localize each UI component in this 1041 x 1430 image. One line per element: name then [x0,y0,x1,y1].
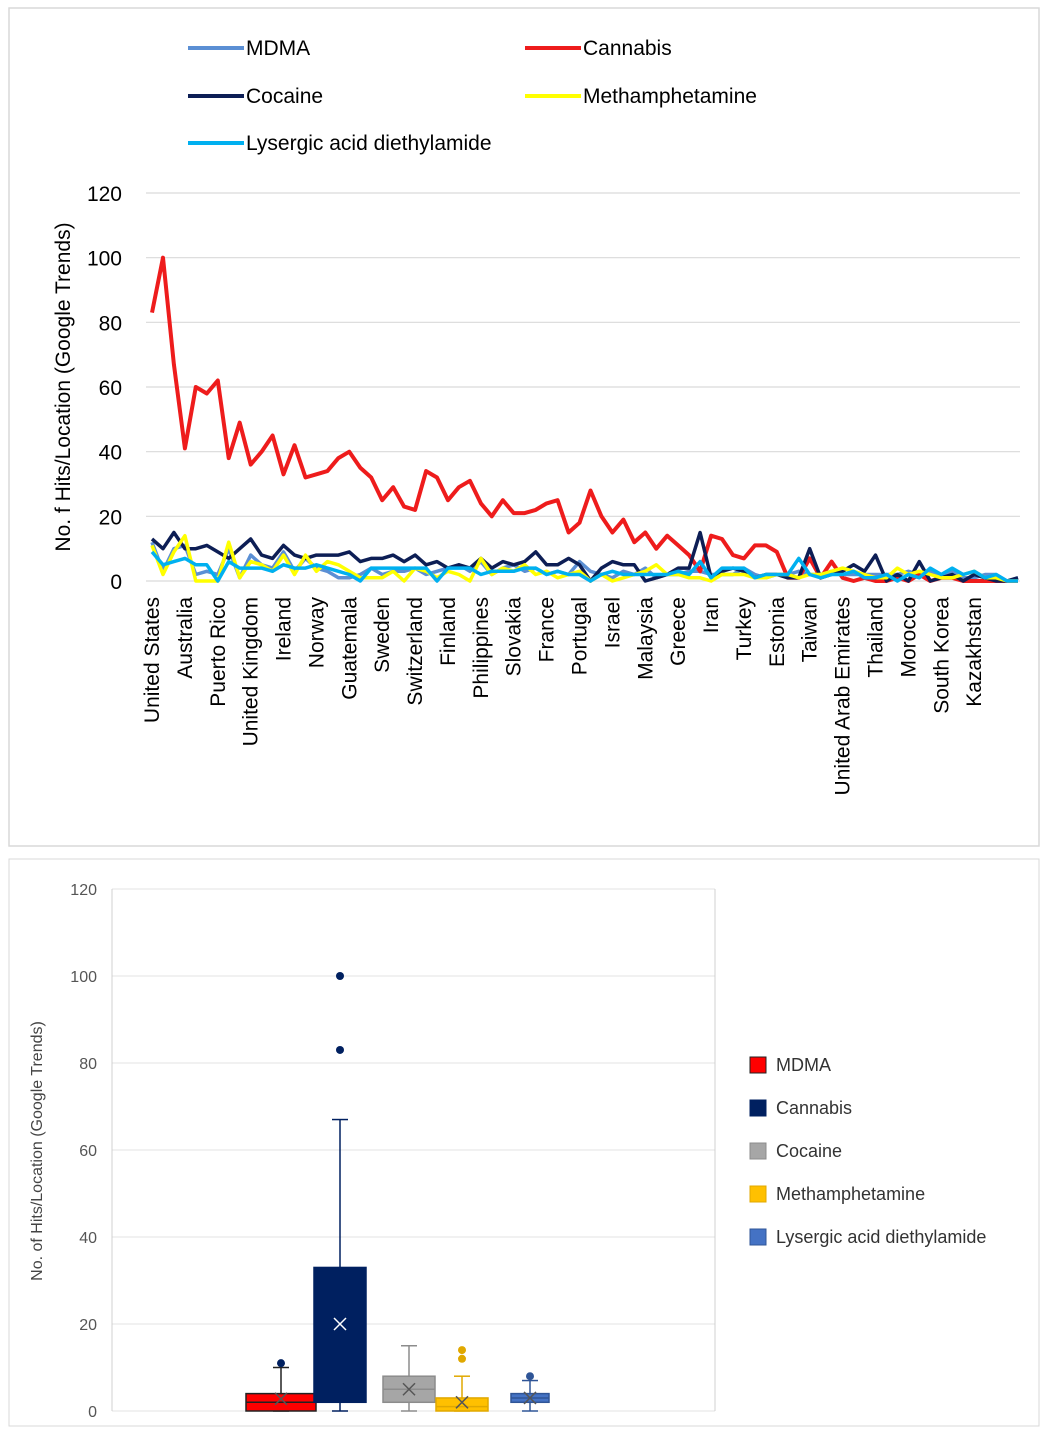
line-legend-item: Methamphetamine [525,85,757,108]
line-series-lysergic-acid-diethylamide [150,550,1018,583]
box-legend-label: Lysergic acid diethylamide [776,1227,986,1247]
line-legend-label: Lysergic acid diethylamide [246,132,492,155]
line-chart-y-tick-label: 60 [99,377,122,400]
box-plot-y-tick-label: 120 [70,882,97,899]
line-chart-x-tick-label: Sweden [371,597,394,673]
line-chart-x-tick-label: Taiwan [799,597,822,662]
box-mean-marker [455,1395,469,1409]
box-legend-swatch [749,1185,767,1203]
line-chart-x-tick-label: Norway [305,597,328,669]
box-legend-item: Lysergic acid diethylamide [749,1227,986,1247]
line-chart-x-tick-label: Puerto Rico [207,597,230,707]
line-chart-x-tick-label: Thailand [865,597,888,678]
box-mean-marker [402,1382,416,1396]
box-legend-item: Cocaine [749,1141,842,1161]
box-mdma [245,1359,317,1412]
box-legend-swatch [749,1099,767,1117]
line-chart-x-tick-label: Turkey [733,597,756,661]
box-legend-item: Cannabis [749,1098,852,1118]
line-chart-y-tick-label: 0 [110,571,122,594]
box-lysergic-acid-diethylamide [510,1372,550,1412]
box-legend-item: MDMA [749,1055,831,1075]
line-chart-y-tick-label: 80 [99,312,122,335]
box-legend-swatch [749,1056,767,1074]
line-chart-x-tick-label: Switzerland [404,597,427,706]
box-outlier-point [458,1346,466,1355]
line-chart-x-tick-label: Ireland [273,597,296,661]
line-series-cocaine [150,530,1019,583]
box-iqr [435,1397,489,1412]
line-legend-label: Cocaine [246,85,323,108]
box-legend-item: Methamphetamine [749,1184,925,1204]
line-chart-x-tick-label: Slovakia [503,597,526,677]
line-chart-y-tick-label: 100 [87,248,122,271]
line-chart: 0 20 40 60 80 100 120 No. f Hits/Location (Goo… [8,7,1040,847]
line-legend-item: Lysergic acid diethylamide [188,132,492,155]
box-plot-y-tick-label: 60 [79,1143,97,1160]
box-outlier-point [336,972,344,980]
box-plot-y-tick-label: 40 [79,1230,97,1247]
line-chart-x-tick-label: Finland [437,597,460,666]
box-plot-frame [8,858,1040,1427]
box-plot-y-axis-label: No. of Hits/Location (Google Trends) [29,1021,46,1281]
box-mean-marker [523,1391,537,1405]
box-plot-y-tick-label: 20 [79,1317,97,1334]
line-chart-x-tick-label: United States [141,597,164,723]
line-chart-x-tick-label: Kazakhstan [963,597,986,707]
line-chart-y-tick-label: 20 [99,506,122,529]
line-legend-label: Methamphetamine [583,85,757,108]
line-chart-x-tick-label: United Arab Emirates [832,597,855,795]
line-chart-x-tick-label: United Kingdom [240,597,263,746]
line-legend-item: MDMA [188,37,310,60]
box-outlier-point [277,1359,285,1368]
line-chart-x-tick-label: Australia [174,597,197,679]
box-iqr [313,1266,367,1404]
box-plot-y-tick-label: 80 [79,1056,97,1073]
box-outlier-point [526,1372,534,1381]
box-outlier-point [458,1354,466,1363]
line-chart-x-tick-label: Morocco [897,597,920,678]
box-mean-marker [274,1392,288,1406]
line-chart-x-tick-label: Portugal [569,597,592,675]
box-legend-label: MDMA [776,1055,831,1075]
box-legend-label: Methamphetamine [776,1184,925,1204]
line-legend-label: Cannabis [583,37,672,60]
line-legend-item: Cannabis [525,37,672,60]
box-legend-swatch [749,1228,767,1246]
box-cocaine [382,1345,436,1412]
line-chart-x-tick-label: Philippines [470,597,493,699]
line-chart-y-axis-label: No. f Hits/Location (Google Trends) [52,222,75,551]
line-legend-label: MDMA [246,37,310,60]
line-chart-x-tick-label: Israel [601,597,624,648]
line-chart-x-tick-label: France [536,597,559,662]
box-plot-y-tick-label: 100 [70,969,97,986]
line-legend-item: Cocaine [188,85,323,108]
box-legend-swatch [749,1142,767,1160]
box-cannabis [313,972,367,1412]
line-chart-x-tick-label: Greece [667,597,690,666]
box-plot-y-tick-label: 0 [88,1404,97,1421]
line-chart-y-tick-label: 40 [99,442,122,465]
line-chart-x-tick-label: Malaysia [634,597,657,680]
line-chart-y-tick-label: 120 [87,183,122,206]
line-chart-x-tick-label: Estonia [766,597,789,667]
box-methamphetamine [435,1346,489,1412]
line-chart-x-tick-label: Iran [700,597,723,633]
box-plot: 0 20 40 60 80 100 120 No. of Hits/Location (Go… [8,858,1040,1427]
box-legend-label: Cannabis [776,1098,852,1118]
line-chart-x-tick-label: Guatemala [338,597,361,700]
box-outlier-point [336,1045,344,1054]
box-mean-marker [333,1317,347,1331]
line-chart-x-tick-label: South Korea [930,597,953,714]
box-legend-label: Cocaine [776,1141,842,1161]
line-series-cannabis [150,255,1018,583]
